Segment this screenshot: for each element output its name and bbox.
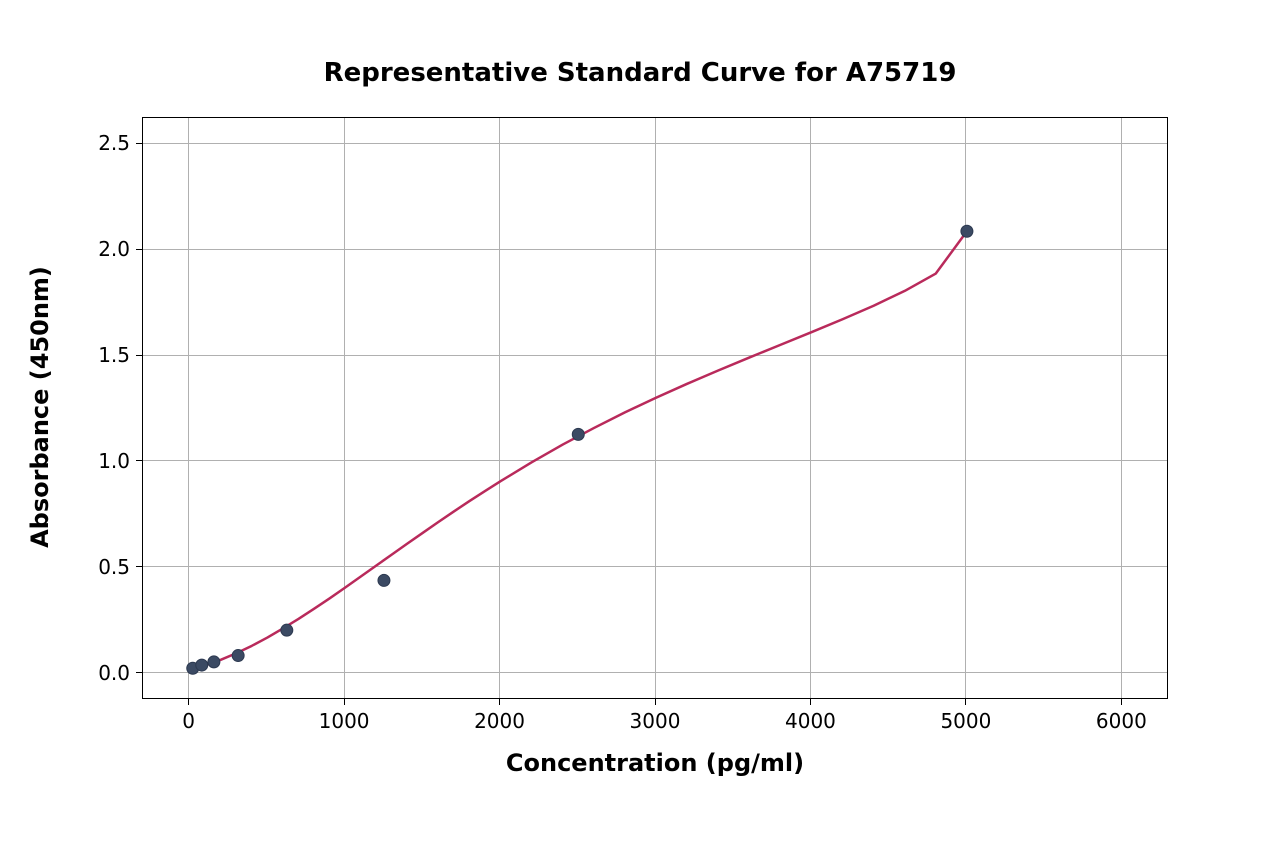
- data-point: [208, 656, 220, 668]
- y-tick-label: 0.0: [98, 661, 130, 685]
- plot-area: [142, 117, 1168, 699]
- fitted-curve: [190, 231, 967, 670]
- x-axis-label: Concentration (pg/ml): [142, 749, 1168, 777]
- chart-svg: [143, 118, 1169, 700]
- data-point: [378, 574, 390, 586]
- x-tick-label: 2000: [460, 709, 540, 733]
- y-tick-label: 2.5: [98, 131, 130, 155]
- x-tick-label: 4000: [770, 709, 850, 733]
- data-point: [572, 428, 584, 440]
- data-point: [281, 624, 293, 636]
- x-tick-label: 1000: [304, 709, 384, 733]
- y-tick-label: 1.0: [98, 449, 130, 473]
- data-point: [232, 650, 244, 662]
- standard-curve-chart: Representative Standard Curve for A75719…: [0, 0, 1280, 845]
- y-axis-label: Absorbance (450nm): [26, 116, 54, 698]
- y-tick-label: 2.0: [98, 237, 130, 261]
- chart-title: Representative Standard Curve for A75719: [0, 58, 1280, 88]
- x-tick-label: 5000: [926, 709, 1006, 733]
- y-tick-label: 1.5: [98, 343, 130, 367]
- y-tick-label: 0.5: [98, 555, 130, 579]
- x-tick-label: 6000: [1081, 709, 1161, 733]
- x-tick-label: 3000: [615, 709, 695, 733]
- data-point: [961, 225, 973, 237]
- x-tick-label: 0: [149, 709, 229, 733]
- data-point: [196, 659, 208, 671]
